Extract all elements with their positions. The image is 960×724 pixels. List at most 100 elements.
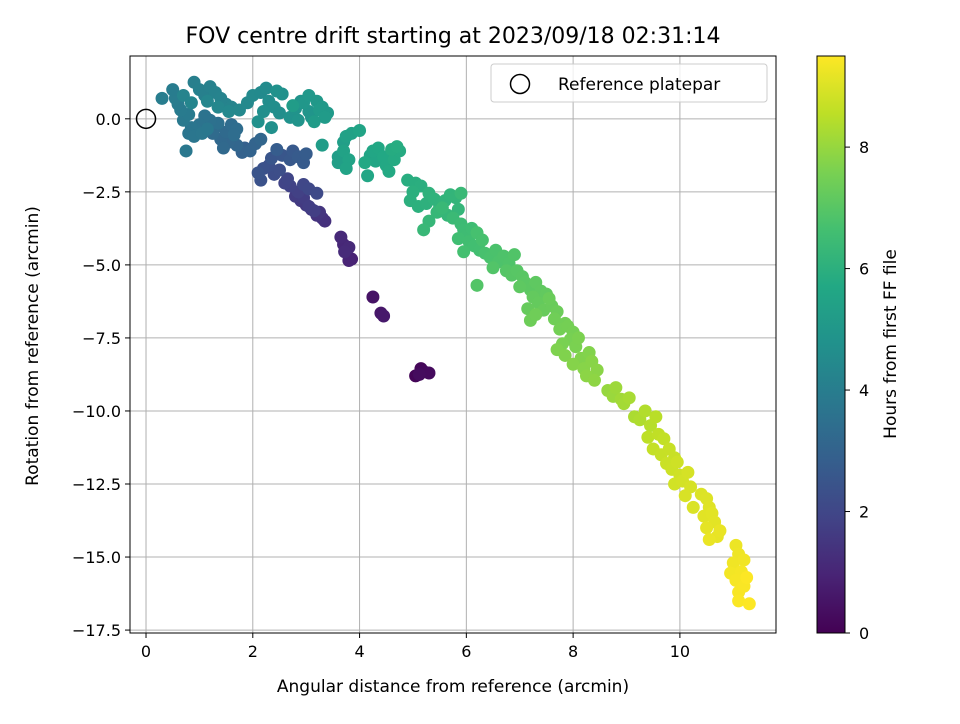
data-point — [713, 524, 727, 538]
data-point — [547, 312, 561, 326]
data-point — [166, 83, 180, 97]
data-point — [254, 132, 268, 146]
y-tick-label: −10.0 — [72, 402, 121, 421]
x-tick-label: 2 — [248, 642, 258, 661]
data-point — [310, 186, 324, 200]
data-point — [670, 455, 684, 469]
data-point — [513, 280, 527, 294]
data-point — [270, 142, 284, 156]
data-point — [382, 164, 396, 178]
data-point — [726, 556, 740, 570]
x-tick-label: 6 — [461, 642, 471, 661]
data-point — [681, 465, 695, 479]
data-point — [657, 432, 671, 446]
y-tick-label: −7.5 — [82, 329, 121, 348]
data-point — [307, 115, 321, 129]
data-point — [475, 233, 489, 247]
data-point — [211, 100, 225, 114]
data-point — [377, 309, 391, 323]
plot-frame — [129, 55, 777, 634]
data-point — [299, 147, 313, 161]
y-axis-ticks: 0.0 −2.5 −5.0 −7.5 −10.0 −12.5 −15.0 −17.5 — [72, 110, 130, 640]
data-point — [200, 122, 214, 136]
data-point — [334, 230, 348, 244]
data-point — [361, 169, 375, 183]
data-point — [216, 141, 230, 155]
data-point — [649, 410, 663, 424]
data-point — [390, 140, 404, 154]
x-tick-label: 4 — [354, 642, 364, 661]
data-point — [179, 144, 193, 158]
data-point — [700, 521, 714, 535]
colorbar-tick-label: 2 — [859, 503, 869, 522]
x-tick-label: 10 — [670, 642, 690, 661]
data-point — [286, 99, 300, 113]
data-point — [638, 404, 652, 418]
data-point — [470, 278, 484, 292]
x-tick-label: 0 — [141, 642, 151, 661]
data-point — [454, 186, 468, 200]
data-point — [641, 430, 655, 444]
reference-platepar-marker — [135, 108, 157, 130]
colorbar-tick-label: 8 — [859, 138, 869, 157]
data-point — [227, 128, 241, 142]
data-point — [435, 201, 449, 215]
data-point — [366, 290, 380, 304]
data-point — [353, 123, 367, 137]
data-point — [566, 357, 580, 371]
data-point — [358, 156, 372, 170]
data-point — [457, 245, 471, 259]
data-point — [256, 105, 270, 119]
y-tick-label: −5.0 — [82, 256, 121, 275]
data-point — [451, 232, 465, 246]
data-point — [222, 105, 236, 119]
data-point — [571, 331, 585, 345]
data-point — [155, 91, 169, 105]
data-points — [155, 75, 756, 611]
data-point — [678, 489, 692, 503]
data-point — [264, 121, 278, 135]
data-point — [291, 113, 305, 127]
legend-box — [490, 63, 768, 103]
data-point — [422, 366, 436, 380]
colorbar-tick-label: 4 — [859, 381, 869, 400]
data-point — [737, 553, 751, 567]
data-point — [622, 391, 636, 405]
data-point — [184, 96, 198, 110]
legend-label: Reference platepar — [558, 75, 720, 95]
data-point — [417, 223, 431, 237]
data-point — [732, 594, 746, 608]
data-point — [412, 367, 426, 381]
colorbar: 0 2 4 6 8 Hours from first FF file — [816, 55, 901, 643]
colorbar-tick-label: 0 — [859, 624, 869, 643]
y-tick-label: 0.0 — [96, 110, 121, 129]
data-point — [742, 597, 756, 611]
data-point — [587, 373, 601, 387]
data-point — [702, 533, 716, 547]
data-point — [280, 172, 294, 186]
data-point — [270, 84, 284, 98]
y-tick-label: −15.0 — [72, 548, 121, 567]
data-point — [686, 500, 700, 514]
colorbar-tick-label: 6 — [859, 260, 869, 279]
reference-marker — [135, 108, 157, 130]
data-point — [251, 115, 265, 129]
data-point — [529, 308, 543, 322]
data-point — [609, 381, 623, 395]
data-point — [542, 291, 556, 305]
data-point — [251, 166, 265, 180]
x-tick-label: 8 — [568, 642, 578, 661]
data-point — [590, 363, 604, 377]
data-point — [507, 248, 521, 262]
y-tick-label: −17.5 — [72, 621, 121, 640]
data-point — [315, 138, 329, 152]
y-tick-label: −12.5 — [72, 475, 121, 494]
data-point — [200, 94, 214, 108]
legend: Reference platepar — [490, 63, 768, 103]
data-point — [272, 163, 286, 177]
data-point — [272, 106, 286, 120]
data-point — [486, 261, 500, 275]
legend-marker — [509, 73, 531, 95]
y-tick-label: −2.5 — [82, 183, 121, 202]
